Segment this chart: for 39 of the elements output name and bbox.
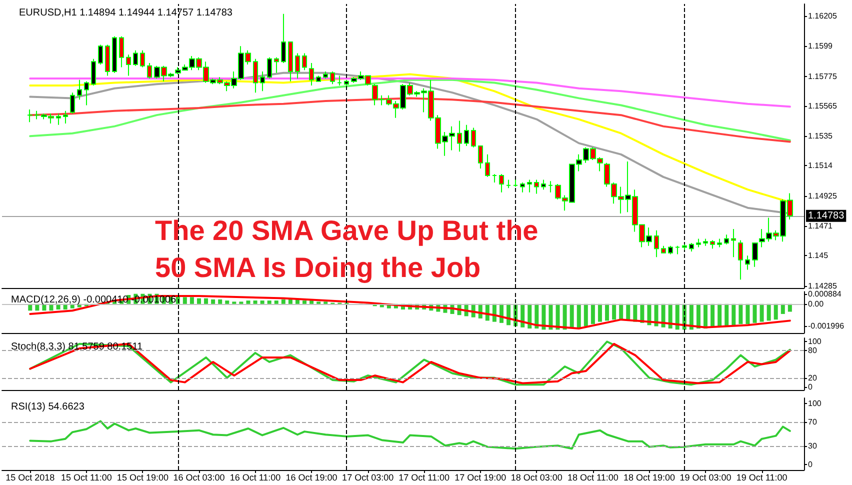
x-tick-label: 17 Oct 11:00 [398, 472, 450, 482]
y-tick-label: -0.001996 [808, 322, 845, 331]
x-tick-label: 16 Oct 19:00 [286, 472, 338, 482]
x-tick-label: 19 Oct 03:00 [680, 472, 732, 482]
chart-title: EURUSD,H1 1.14894 1.14944 1.14757 1.14783 [19, 8, 233, 18]
y-tick-label: 1.1599 [808, 42, 834, 51]
x-tick-label: 16 Oct 03:00 [173, 472, 225, 482]
x-tick-label: 18 Oct 19:00 [623, 472, 675, 482]
chart-title: RSI(13) 54.6623 [11, 402, 85, 412]
y-tick-label: 1.145 [808, 251, 829, 260]
ref-line-label: 1.14783 [808, 210, 845, 222]
x-tick-label: 15 Oct 19:00 [116, 472, 168, 482]
y-tick-label: 1.15775 [808, 72, 838, 81]
x-tick-label: 18 Oct 11:00 [568, 472, 618, 482]
y-tick-label: 80 [808, 346, 818, 356]
y-tick-label: 0.000884 [808, 290, 842, 298]
x-tick-label: 17 Oct 03:00 [342, 472, 394, 482]
x-tick-label: 16 Oct 11:00 [230, 472, 281, 482]
x-tick-label: 19 Oct 11:00 [736, 472, 788, 482]
y-tick-label: 0 [808, 382, 813, 392]
y-tick-label: 0 [808, 460, 813, 470]
y-tick-label: 1.15565 [808, 101, 838, 110]
x-tick-label: 18 Oct 03:00 [510, 472, 562, 482]
y-tick-label: 1.16205 [808, 11, 838, 20]
y-tick-label: 1.14925 [808, 191, 838, 200]
y-tick-label: 70 [808, 417, 818, 426]
y-tick-label: 100 [808, 337, 822, 346]
y-tick-label: 20 [808, 373, 818, 382]
y-tick-label: 1.1535 [808, 132, 834, 141]
y-tick-label: 1.14285 [808, 281, 838, 290]
x-tick-label: 15 Oct 11:00 [60, 472, 112, 482]
x-tick-label: 15 Oct 2018 [6, 472, 55, 482]
x-tick-label: 17 Oct 19:00 [454, 472, 506, 482]
y-tick-label: 100 [808, 398, 822, 408]
y-tick-label: 1.1471 [808, 222, 834, 231]
y-tick-label: 30 [808, 442, 818, 451]
y-tick-label: 1.1514 [808, 161, 834, 170]
annotation: The 20 SMA Gave Up But the 50 SMA Is Doing the Job [155, 215, 546, 283]
y-tick-label: 0.00 [808, 299, 824, 308]
